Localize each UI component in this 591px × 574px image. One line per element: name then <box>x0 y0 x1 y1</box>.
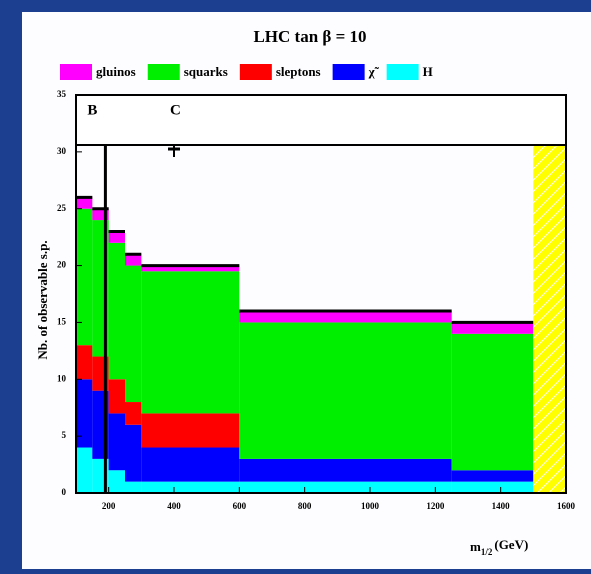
bar-segment <box>76 447 93 493</box>
bar-segment <box>108 413 125 471</box>
x-label-symbol: m <box>470 539 481 554</box>
bar-segment <box>108 242 125 380</box>
excluded-region <box>533 95 566 493</box>
bar-segment <box>76 208 93 346</box>
bar-segment <box>141 265 240 272</box>
y-tick-label: 25 <box>57 203 67 213</box>
bar-segment <box>141 271 240 414</box>
x-label-subscript: 1/2 <box>481 547 493 557</box>
marker-label: B <box>87 102 97 118</box>
legend-label: sleptons <box>276 64 321 79</box>
bar-segment <box>76 379 93 448</box>
bar-segment <box>239 458 452 482</box>
x-tick-label: 1000 <box>361 501 380 511</box>
chart-title: LHC tan β = 10 <box>253 27 366 46</box>
x-tick-label: 200 <box>102 501 116 511</box>
legend-label: gluinos <box>96 64 136 79</box>
y-tick-label: 30 <box>57 146 67 156</box>
bar-segment <box>239 322 452 459</box>
x-label-unit: (GeV) <box>494 537 528 552</box>
bar-segment <box>108 379 125 414</box>
bar-segment <box>451 333 534 471</box>
bar-segment <box>451 470 534 482</box>
bar-segment <box>125 424 142 482</box>
x-tick-label: 400 <box>167 501 181 511</box>
bar-segment <box>239 311 452 323</box>
legend-swatch <box>332 64 365 80</box>
y-tick-label: 5 <box>62 430 67 440</box>
bar-segment <box>141 413 240 448</box>
legend-swatch <box>239 64 272 80</box>
bar-segment <box>108 470 125 493</box>
x-tick-label: 600 <box>233 501 247 511</box>
marker-band <box>75 94 567 146</box>
x-tick-label: 800 <box>298 501 312 511</box>
x-tick-label: 1400 <box>492 501 511 511</box>
y-tick-label: 35 <box>57 89 67 99</box>
bar-segment <box>141 447 240 482</box>
x-axis-label: m1/2(GeV) <box>470 537 528 557</box>
bar-segment <box>451 481 534 493</box>
bar-segment <box>125 402 142 425</box>
bar-segment <box>125 481 142 493</box>
bar-segment <box>92 208 109 221</box>
bar-segment <box>125 265 142 403</box>
legend-swatch <box>386 64 419 80</box>
legend-label: squarks <box>184 64 228 79</box>
bar-segment <box>76 197 93 209</box>
bar-segment <box>108 231 125 243</box>
x-tick-label: 1200 <box>426 501 445 511</box>
y-tick-label: 15 <box>57 316 67 326</box>
marker-label: C <box>170 102 181 118</box>
y-tick-label: 20 <box>57 260 67 270</box>
legend-swatch <box>147 64 180 80</box>
bar-segment <box>141 481 240 493</box>
legend-swatch <box>60 64 92 80</box>
bar-segment <box>125 254 142 266</box>
plot-frame <box>75 94 567 494</box>
bar-segment <box>451 322 534 334</box>
y-tick-label: 10 <box>57 373 67 383</box>
bar-segment <box>239 481 452 493</box>
legend-label: H <box>423 64 433 79</box>
y-axis-label: Nb. of observable s.p. <box>35 240 50 359</box>
x-tick-label: 1600 <box>557 501 576 511</box>
bar-segment <box>76 345 93 380</box>
y-tick-label: 0 <box>62 487 67 497</box>
